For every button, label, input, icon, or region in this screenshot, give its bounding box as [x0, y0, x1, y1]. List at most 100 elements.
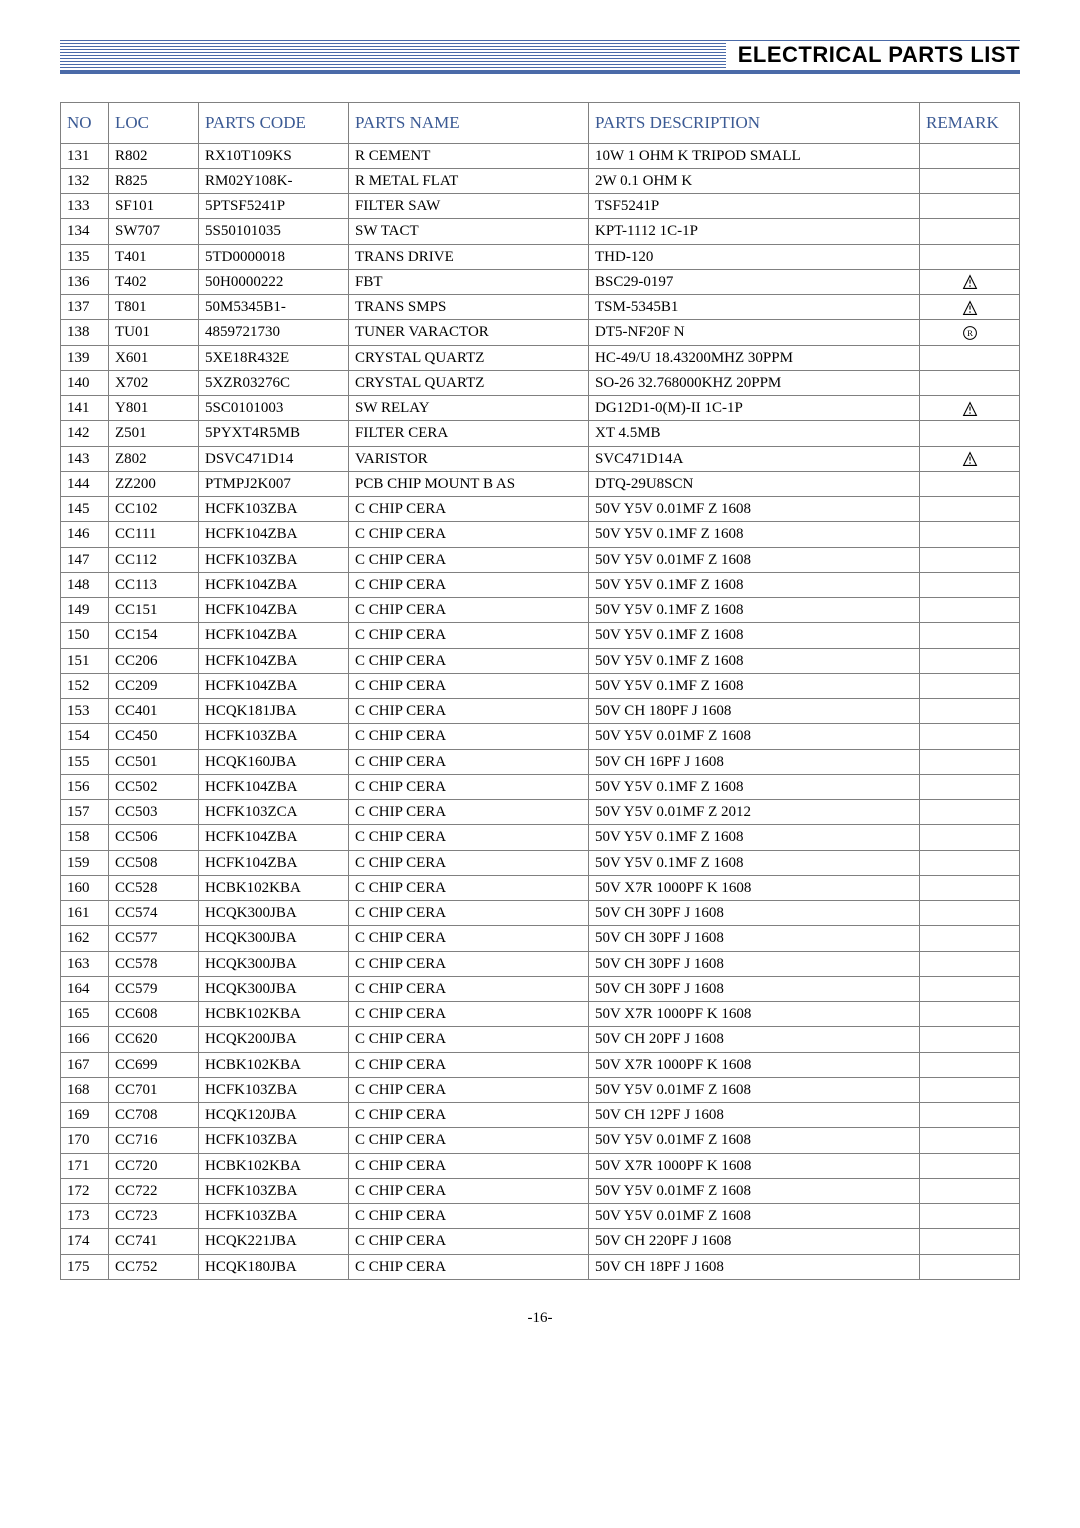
cell-loc: CC401	[109, 699, 199, 724]
cell-no: 158	[61, 825, 109, 850]
cell-remark	[920, 875, 1020, 900]
cell-desc: 50V Y5V 0.01MF Z 1608	[589, 1077, 920, 1102]
cell-no: 167	[61, 1052, 109, 1077]
cell-no: 145	[61, 497, 109, 522]
cell-remark	[920, 1052, 1020, 1077]
cell-name: C CHIP CERA	[349, 673, 589, 698]
cell-no: 165	[61, 1002, 109, 1027]
col-header-desc: PARTS DESCRIPTION	[589, 103, 920, 144]
table-row: 171CC720HCBK102KBAC CHIP CERA50V X7R 100…	[61, 1153, 1020, 1178]
cell-remark	[920, 774, 1020, 799]
cell-loc: CC752	[109, 1254, 199, 1279]
cell-remark	[920, 522, 1020, 547]
svg-text:R: R	[967, 328, 973, 338]
cell-desc: 50V CH 18PF J 1608	[589, 1254, 920, 1279]
cell-loc: R825	[109, 168, 199, 193]
cell-name: TUNER VARACTOR	[349, 320, 589, 345]
table-row: 150CC154HCFK104ZBAC CHIP CERA50V Y5V 0.1…	[61, 623, 1020, 648]
cell-remark	[920, 446, 1020, 471]
cell-desc: 50V Y5V 0.01MF Z 1608	[589, 497, 920, 522]
col-header-code: PARTS CODE	[199, 103, 349, 144]
cell-desc: 50V CH 30PF J 1608	[589, 926, 920, 951]
cell-no: 168	[61, 1077, 109, 1102]
cell-code: 5XE18R432E	[199, 345, 349, 370]
cell-no: 154	[61, 724, 109, 749]
cell-desc: SO-26 32.768000KHZ 20PPM	[589, 370, 920, 395]
cell-loc: CC723	[109, 1204, 199, 1229]
parts-table-head: NO LOC PARTS CODE PARTS NAME PARTS DESCR…	[61, 103, 1020, 144]
warning-icon	[962, 300, 978, 316]
cell-loc: CC111	[109, 522, 199, 547]
cell-no: 143	[61, 446, 109, 471]
cell-code: HCFK103ZBA	[199, 1128, 349, 1153]
cell-name: C CHIP CERA	[349, 774, 589, 799]
cell-code: HCFK104ZBA	[199, 850, 349, 875]
cell-desc: 50V CH 12PF J 1608	[589, 1103, 920, 1128]
cell-name: C CHIP CERA	[349, 825, 589, 850]
cell-remark	[920, 143, 1020, 168]
cell-no: 163	[61, 951, 109, 976]
cell-code: 5SC0101003	[199, 396, 349, 421]
cell-loc: CC154	[109, 623, 199, 648]
cell-name: C CHIP CERA	[349, 547, 589, 572]
registered-icon: R	[962, 325, 978, 341]
cell-desc: 50V CH 20PF J 1608	[589, 1027, 920, 1052]
table-row: 140X7025XZR03276CCRYSTAL QUARTZSO-26 32.…	[61, 370, 1020, 395]
cell-code: HCFK104ZBA	[199, 648, 349, 673]
cell-code: HCFK103ZBA	[199, 497, 349, 522]
table-row: 173CC723HCFK103ZBAC CHIP CERA50V Y5V 0.0…	[61, 1204, 1020, 1229]
cell-loc: CC501	[109, 749, 199, 774]
cell-loc: CC502	[109, 774, 199, 799]
cell-desc: 50V Y5V 0.01MF Z 1608	[589, 547, 920, 572]
cell-code: HCQK300JBA	[199, 976, 349, 1001]
cell-name: C CHIP CERA	[349, 724, 589, 749]
cell-name: FILTER SAW	[349, 194, 589, 219]
cell-name: C CHIP CERA	[349, 497, 589, 522]
cell-no: 139	[61, 345, 109, 370]
cell-no: 149	[61, 598, 109, 623]
cell-no: 135	[61, 244, 109, 269]
col-header-no: NO	[61, 103, 109, 144]
cell-desc: 50V X7R 1000PF K 1608	[589, 875, 920, 900]
table-row: 151CC206HCFK104ZBAC CHIP CERA50V Y5V 0.1…	[61, 648, 1020, 673]
cell-code: 4859721730	[199, 320, 349, 345]
cell-desc: 50V Y5V 0.1MF Z 1608	[589, 522, 920, 547]
table-row: 135T4015TD0000018TRANS DRIVETHD-120	[61, 244, 1020, 269]
cell-code: HCQK180JBA	[199, 1254, 349, 1279]
cell-remark	[920, 1153, 1020, 1178]
page-header: ELECTRICAL PARTS LIST	[60, 40, 1020, 74]
cell-desc: 10W 1 OHM K TRIPOD SMALL	[589, 143, 920, 168]
cell-no: 170	[61, 1128, 109, 1153]
cell-desc: 50V Y5V 0.1MF Z 1608	[589, 648, 920, 673]
cell-loc: CC112	[109, 547, 199, 572]
cell-name: C CHIP CERA	[349, 1128, 589, 1153]
cell-no: 174	[61, 1229, 109, 1254]
cell-loc: CC701	[109, 1077, 199, 1102]
cell-loc: CC102	[109, 497, 199, 522]
cell-code: 5TD0000018	[199, 244, 349, 269]
cell-no: 156	[61, 774, 109, 799]
cell-code: HCFK104ZBA	[199, 598, 349, 623]
cell-desc: 50V X7R 1000PF K 1608	[589, 1002, 920, 1027]
cell-code: HCFK103ZBA	[199, 1204, 349, 1229]
col-header-loc: LOC	[109, 103, 199, 144]
cell-remark	[920, 1128, 1020, 1153]
cell-code: HCQK221JBA	[199, 1229, 349, 1254]
cell-no: 172	[61, 1178, 109, 1203]
cell-desc: SVC471D14A	[589, 446, 920, 471]
header-row: NO LOC PARTS CODE PARTS NAME PARTS DESCR…	[61, 103, 1020, 144]
cell-code: HCFK104ZBA	[199, 825, 349, 850]
table-row: 161CC574HCQK300JBAC CHIP CERA50V CH 30PF…	[61, 901, 1020, 926]
cell-code: HCFK103ZBA	[199, 1178, 349, 1203]
cell-name: C CHIP CERA	[349, 648, 589, 673]
cell-name: VARISTOR	[349, 446, 589, 471]
cell-name: FBT	[349, 269, 589, 294]
cell-code: 5S50101035	[199, 219, 349, 244]
cell-remark	[920, 194, 1020, 219]
cell-remark	[920, 269, 1020, 294]
cell-name: C CHIP CERA	[349, 1077, 589, 1102]
cell-desc: 50V CH 220PF J 1608	[589, 1229, 920, 1254]
cell-name: C CHIP CERA	[349, 699, 589, 724]
cell-desc: 50V Y5V 0.1MF Z 1608	[589, 850, 920, 875]
cell-remark	[920, 699, 1020, 724]
